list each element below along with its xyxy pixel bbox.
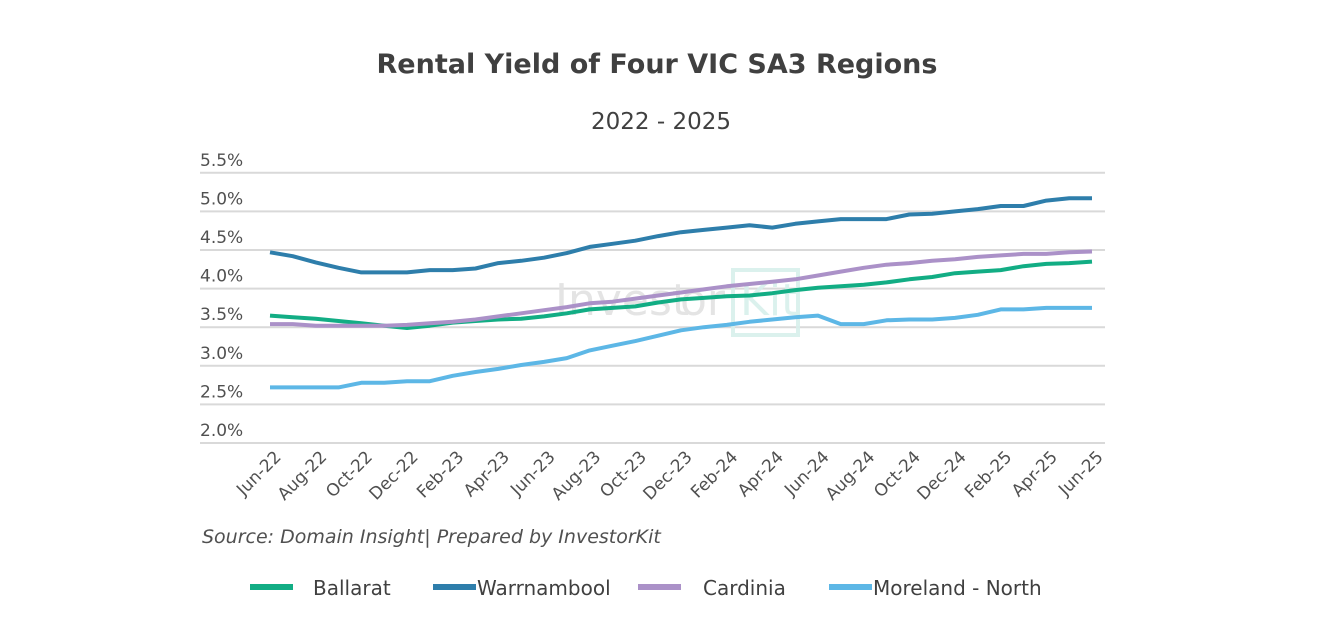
x-tick-label: Apr-25 xyxy=(1008,447,1062,501)
x-tick-label: Dec-23 xyxy=(639,447,696,504)
x-tick-label: Feb-24 xyxy=(687,447,742,502)
legend-swatch xyxy=(829,584,872,590)
x-tick-label: Apr-24 xyxy=(734,447,788,501)
x-tick-label: Feb-23 xyxy=(413,447,468,502)
x-tick-label: Apr-23 xyxy=(460,447,514,501)
legend-swatch xyxy=(638,584,681,590)
legend-label: Moreland - North xyxy=(873,576,1042,600)
x-tick-label: Aug-22 xyxy=(274,447,331,504)
x-tick-label: Feb-25 xyxy=(961,447,1016,502)
y-tick-label: 2.5% xyxy=(200,382,243,402)
watermark-box xyxy=(731,268,800,337)
series-line-cardinia xyxy=(270,249,1093,328)
x-tick-label: Dec-22 xyxy=(365,447,422,504)
series-line-ballarat xyxy=(269,259,1093,330)
chart-title: Rental Yield of Four VIC SA3 Regions xyxy=(377,49,938,80)
y-tick-label: 4.5% xyxy=(200,228,243,248)
x-tick-label: Jun-25 xyxy=(1054,447,1107,500)
legend-label: Warrnambool xyxy=(477,576,611,600)
y-tick-label: 2.0% xyxy=(200,421,243,441)
legend-item: Cardinia xyxy=(638,576,786,600)
series-line-moreland-north xyxy=(270,305,1092,390)
y-axis-ticks: 2.0% 2.5% 3.0% 3.5% 4.0% 4.5% 5.0% 5.5% xyxy=(200,151,243,441)
legend-label: Ballarat xyxy=(313,576,391,600)
y-tick-label: 5.0% xyxy=(200,189,243,209)
chart-subtitle: 2022 - 2025 xyxy=(591,109,731,135)
x-axis-ticks: Jun-22Aug-22Oct-22Dec-22Feb-23Apr-23Jun-… xyxy=(232,447,1107,504)
x-tick-label: Aug-24 xyxy=(822,447,879,504)
y-tick-label: 3.0% xyxy=(200,344,243,364)
source-note: Source: Domain Insight| Prepared by Inve… xyxy=(202,526,662,548)
legend-swatch xyxy=(250,584,293,590)
legend-item: Warrnambool xyxy=(433,576,611,600)
series-lines xyxy=(269,196,1093,390)
legend-item: Ballarat xyxy=(250,576,391,600)
y-tick-label: 5.5% xyxy=(200,151,243,171)
legend-item: Moreland - North xyxy=(829,576,1042,600)
legend-swatch xyxy=(433,584,476,590)
legend: Ballarat Warrnambool Cardinia Moreland - No… xyxy=(250,576,1042,600)
y-tick-label: 3.5% xyxy=(200,305,243,325)
x-tick-label: Dec-24 xyxy=(913,447,970,504)
x-tick-label: Aug-23 xyxy=(548,447,605,504)
legend-label: Cardinia xyxy=(703,576,786,600)
y-tick-label: 4.0% xyxy=(200,267,243,287)
series-line-warrnambool xyxy=(269,196,1092,275)
